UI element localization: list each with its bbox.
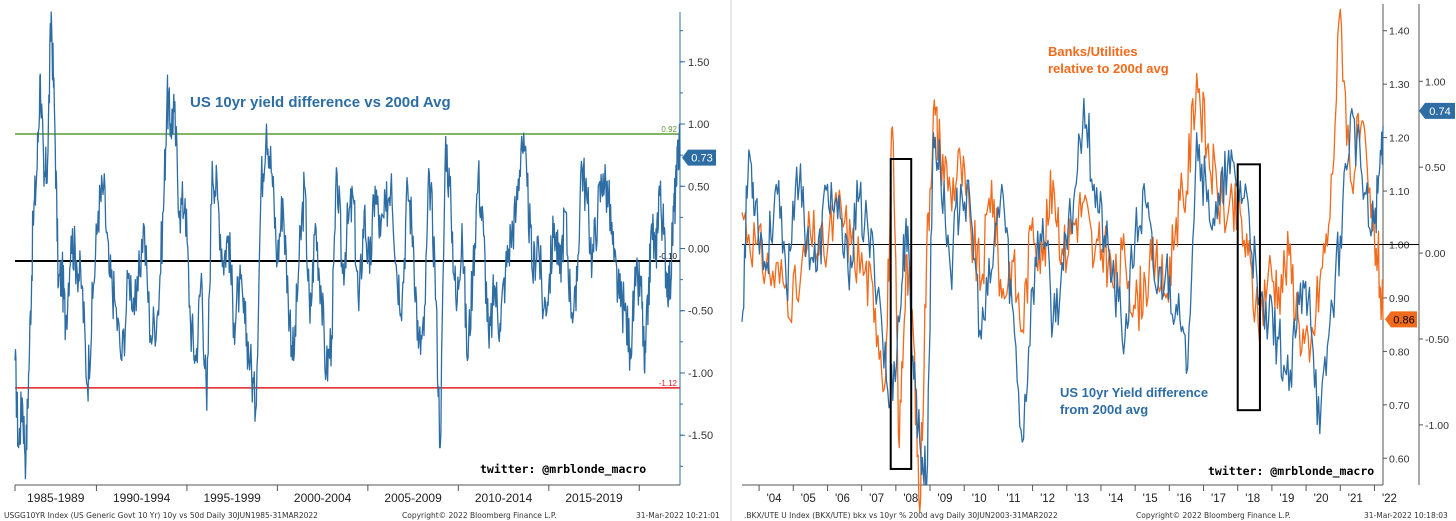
left-last-value-text: 0.73 xyxy=(691,153,712,165)
left-reference-label: -0.10 xyxy=(659,252,678,261)
right-x-tick-label: '18 xyxy=(1245,493,1260,505)
right-y-right-tick-label: -1.00 xyxy=(1425,420,1449,432)
left-y-tick-label: -1.50 xyxy=(688,430,713,442)
left-y-tick-label: 1.00 xyxy=(688,119,709,131)
right-y-right-tick-label: -0.50 xyxy=(1425,334,1449,346)
right-x-tick-label: '13 xyxy=(1074,493,1089,505)
right-y-left-tick-label: 0.90 xyxy=(1389,293,1410,305)
left-chart-svg: 1.50 1.00 0.50 0.00 -0.50 -1.00 -1.50 1985-1989… xyxy=(14,11,716,505)
left-y-tick-label: 0.50 xyxy=(688,181,709,193)
right-chart-panel: 1.40 1.30 1.20 1.10 1.00 0.90 0.80 0.70 0.60 1.00… xyxy=(736,0,1456,521)
right-x-tick-label: '14 xyxy=(1108,493,1124,505)
right-blue-series-line xyxy=(741,97,1384,486)
right-x-tick-label: '08 xyxy=(903,493,918,505)
left-y-tick-label: 1.50 xyxy=(688,57,709,69)
left-footer-copyright: Copyright© 2022 Bloomberg Finance L.P. xyxy=(402,511,557,520)
left-chart-title: US 10yr yield difference vs 200d Avg xyxy=(190,94,451,111)
right-x-tick-label: '11 xyxy=(1006,493,1020,505)
left-reference-label: 0.92 xyxy=(661,125,677,134)
panel-divider xyxy=(730,0,732,521)
right-y-right-tick-label: 1.00 xyxy=(1425,76,1446,88)
right-y-left-tick-label: 0.60 xyxy=(1389,453,1410,465)
right-orange-title-2: relative to 200d avg xyxy=(1048,61,1169,76)
right-x-tick-label: '21 xyxy=(1348,493,1363,505)
right-blue-title-1: US 10yr Yield difference xyxy=(1060,385,1209,400)
right-orange-last-value-text: 0.86 xyxy=(1393,314,1414,326)
left-reference-label: -1.12 xyxy=(659,379,678,388)
right-x-tick-label: '17 xyxy=(1211,493,1226,505)
right-x-tick-label: '09 xyxy=(938,493,953,505)
left-x-tick-label: 1995-1999 xyxy=(203,491,261,505)
left-footer-timestamp: 31-Mar-2022 10:21:01 xyxy=(636,511,720,520)
right-y-left-tick-label: 1.40 xyxy=(1389,26,1410,38)
right-annotation-box xyxy=(889,157,913,470)
left-y-tick-label: -0.50 xyxy=(688,306,713,318)
right-twitter-handle: twitter: @mrblonde_macro xyxy=(1208,464,1375,478)
right-x-tick-label: '19 xyxy=(1279,493,1294,505)
left-twitter-handle: twitter: @mrblonde_macro xyxy=(480,462,647,476)
right-y-right-tick-label: 0.00 xyxy=(1425,248,1446,260)
right-y-left-tick-label: 1.30 xyxy=(1389,79,1410,91)
right-blue-last-value-badge xyxy=(1419,102,1455,119)
right-x-tick-label: '15 xyxy=(1143,493,1158,505)
right-x-tick-label: '16 xyxy=(1177,493,1192,505)
right-y-left-tick-label: 0.80 xyxy=(1389,346,1410,358)
left-x-tick-label: 2000-2004 xyxy=(294,491,352,505)
right-x-tick-label: '07 xyxy=(869,493,884,505)
right-footer-source: .BKX/UTE U Index (BKX/UTE) bkx vs 10yr %… xyxy=(744,511,1058,520)
right-annotation-box xyxy=(1236,163,1261,412)
right-y-right-tick-label: 0.50 xyxy=(1425,162,1446,174)
left-x-tick-label: 2015-2019 xyxy=(565,491,623,505)
right-x-tick-label: '10 xyxy=(972,493,987,505)
left-chart-panel: 1.50 1.00 0.50 0.00 -0.50 -1.00 -1.50 1985-1989… xyxy=(0,0,724,521)
right-x-tick-label: '20 xyxy=(1314,493,1329,505)
right-x-tick-label: '06 xyxy=(835,493,850,505)
right-orange-series-line xyxy=(741,8,1384,513)
right-x-tick-label: '04 xyxy=(767,493,783,505)
left-y-tick-label: -1.00 xyxy=(688,368,713,380)
right-footer-copyright: Copyright© 2022 Bloomberg Finance L.P. xyxy=(1136,511,1291,520)
left-x-tick-label: 2010-2014 xyxy=(475,491,533,505)
right-orange-last-value-badge xyxy=(1385,311,1417,328)
right-orange-title-1: Banks/Utilities xyxy=(1048,44,1138,59)
left-footer-source: USGG10YR Index (US Generic Govt 10 Yr) 1… xyxy=(4,511,318,520)
right-blue-title-2: from 200d avg xyxy=(1060,402,1149,417)
right-chart-svg: 1.40 1.30 1.20 1.10 1.00 0.90 0.80 0.70 0.60 1.00… xyxy=(741,4,1455,513)
right-y-left-tick-label: 0.70 xyxy=(1389,400,1410,412)
left-x-tick-label: 1990-1994 xyxy=(113,491,171,505)
left-x-tick-label: 2005-2009 xyxy=(384,491,442,505)
left-x-tick-label: 1985-1989 xyxy=(27,491,85,505)
right-x-tick-label: '12 xyxy=(1040,493,1055,505)
right-y-left-tick-label: 1.00 xyxy=(1389,240,1410,252)
right-x-tick-label: '22 xyxy=(1382,493,1397,505)
left-series-line xyxy=(14,11,681,480)
left-y-tick-label: 0.00 xyxy=(688,244,709,256)
right-x-tick-label: '05 xyxy=(801,493,816,505)
right-footer-timestamp: 31-Mar-2022 10:18:03 xyxy=(1364,511,1448,520)
left-plot-area xyxy=(15,12,680,485)
right-y-left-tick-label: 1.20 xyxy=(1389,133,1410,145)
right-y-left-tick-label: 1.10 xyxy=(1389,186,1410,198)
right-blue-last-value-text: 0.74 xyxy=(1429,106,1450,118)
left-last-value-badge xyxy=(682,149,716,166)
